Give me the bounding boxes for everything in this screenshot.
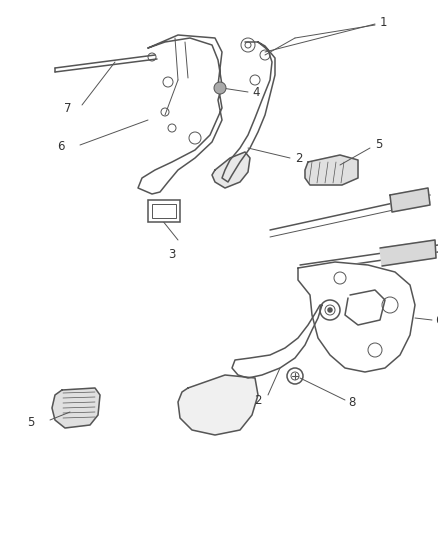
Text: 4: 4 <box>252 85 259 99</box>
Text: 5: 5 <box>375 139 382 151</box>
Text: 6: 6 <box>57 141 65 154</box>
Text: 5: 5 <box>28 416 35 429</box>
Text: 8: 8 <box>348 397 355 409</box>
Text: 7: 7 <box>64 101 72 115</box>
Polygon shape <box>178 375 258 435</box>
Circle shape <box>214 82 226 94</box>
Text: 6: 6 <box>435 313 438 327</box>
Polygon shape <box>222 42 275 182</box>
Circle shape <box>328 308 332 312</box>
Polygon shape <box>345 290 385 325</box>
Bar <box>148 200 180 222</box>
Polygon shape <box>390 188 430 212</box>
Polygon shape <box>232 305 322 378</box>
Text: 2: 2 <box>254 393 262 407</box>
Bar <box>152 204 176 218</box>
Polygon shape <box>138 35 222 194</box>
Polygon shape <box>380 240 436 266</box>
Polygon shape <box>298 262 415 372</box>
Text: 1: 1 <box>380 17 388 29</box>
Text: 3: 3 <box>168 248 176 261</box>
Polygon shape <box>52 388 100 428</box>
Polygon shape <box>305 155 358 185</box>
Polygon shape <box>212 152 250 188</box>
Text: 2: 2 <box>295 151 303 165</box>
